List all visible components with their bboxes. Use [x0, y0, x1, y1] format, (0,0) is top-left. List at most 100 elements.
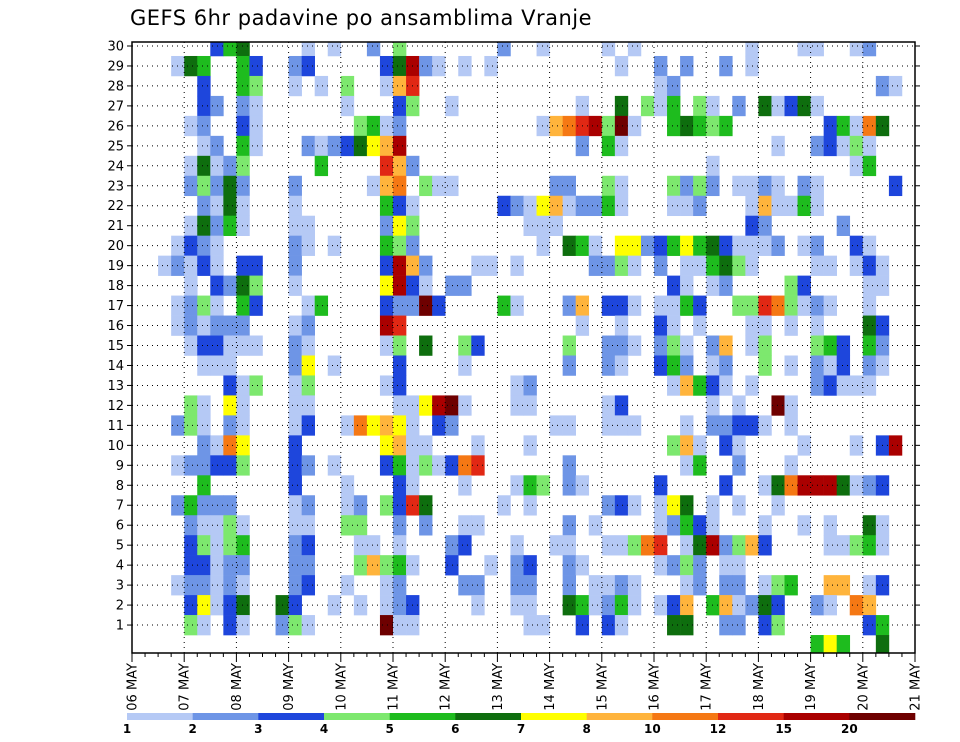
heatmap-cell — [210, 435, 224, 456]
heatmap-cell — [667, 355, 681, 376]
heatmap-cell — [614, 135, 629, 157]
heatmap-cell — [197, 355, 211, 376]
heatmap-cell — [810, 635, 824, 654]
heatmap-cell — [849, 435, 864, 456]
heatmap-cell — [888, 175, 903, 197]
heatmap-cell — [523, 375, 537, 396]
heatmap-cell — [288, 355, 302, 376]
heatmap-cell — [379, 335, 394, 356]
heatmap-cell — [197, 415, 211, 436]
heatmap-cell — [301, 395, 315, 416]
heatmap-cell — [379, 435, 394, 456]
heatmap-cell — [458, 535, 472, 556]
heatmap-cell — [758, 295, 772, 316]
heatmap-cell — [327, 135, 342, 157]
colorbar-swatch — [389, 713, 456, 720]
heatmap-cell — [327, 455, 342, 476]
heatmap-cell — [601, 395, 616, 416]
heatmap-cell — [562, 415, 576, 436]
heatmap-cell — [732, 395, 746, 416]
heatmap-cell — [784, 355, 798, 376]
heatmap-cell — [836, 355, 851, 376]
heatmap-cell — [197, 575, 211, 596]
heatmap-cell — [562, 515, 576, 536]
x-tick-label: 17 MAY — [700, 663, 715, 711]
heatmap-cell — [432, 295, 446, 316]
heatmap-cell — [210, 215, 224, 236]
heatmap-cells — [158, 42, 903, 654]
heatmap-cell — [614, 595, 629, 616]
heatmap-cell — [419, 515, 433, 536]
heatmap-cell — [862, 475, 877, 496]
x-tick-label: 13 MAY — [491, 663, 506, 711]
heatmap-cell — [288, 415, 302, 436]
heatmap-cell — [432, 175, 446, 197]
heatmap-cell — [862, 275, 877, 296]
heatmap-cell — [823, 295, 837, 316]
heatmap-cell — [680, 515, 694, 536]
heatmap-cell — [627, 335, 642, 356]
heatmap-cell — [197, 595, 211, 616]
heatmap-cell — [288, 335, 302, 356]
heatmap-cell — [536, 235, 550, 256]
colorbar-swatch — [192, 713, 259, 720]
heatmap-cell — [393, 295, 407, 316]
heatmap-cell — [667, 515, 681, 536]
heatmap-cell — [366, 115, 381, 137]
heatmap-cell — [693, 195, 707, 217]
colorbar-swatch — [849, 713, 916, 720]
heatmap-cell — [719, 595, 733, 616]
heatmap-cell — [236, 95, 250, 117]
heatmap-cell — [236, 155, 250, 177]
heatmap-cell — [458, 55, 472, 77]
heatmap-cell — [627, 495, 642, 516]
colorbar-swatch — [324, 713, 390, 720]
heatmap-cell — [614, 55, 629, 77]
heatmap-cell — [236, 255, 250, 276]
colorbar-label: 7 — [517, 722, 525, 736]
heatmap-cell — [353, 115, 368, 137]
heatmap-cell — [849, 255, 864, 276]
heatmap-cell — [197, 255, 211, 276]
heatmap-cell — [301, 535, 315, 556]
heatmap-cell — [614, 415, 629, 436]
heatmap-cell — [393, 175, 407, 197]
heatmap-cell — [797, 95, 811, 117]
heatmap-cell — [784, 275, 798, 296]
heatmap-cell — [654, 515, 668, 536]
heatmap-cell — [379, 235, 394, 256]
heatmap-cell — [197, 615, 211, 636]
heatmap-cell — [366, 42, 381, 57]
heatmap-cell — [797, 42, 811, 57]
heatmap-cell — [393, 355, 407, 376]
heatmap-cell — [288, 535, 302, 556]
heatmap-cell — [236, 375, 250, 396]
y-tick-label: 5 — [116, 539, 124, 554]
heatmap-cell — [732, 95, 746, 117]
heatmap-cell — [601, 355, 616, 376]
heatmap-cell — [366, 175, 381, 197]
y-tick-label: 23 — [107, 179, 124, 194]
heatmap-cell — [745, 42, 759, 57]
heatmap-cell — [693, 255, 707, 276]
heatmap-cell — [758, 475, 772, 496]
heatmap-cell — [693, 295, 707, 316]
heatmap-cell — [288, 595, 302, 616]
colorbar-label: 6 — [451, 722, 459, 736]
heatmap-cell — [680, 575, 694, 596]
heatmap-cell — [419, 395, 433, 416]
heatmap-cell — [693, 375, 707, 396]
heatmap-cell — [353, 555, 368, 576]
heatmap-cell — [732, 435, 746, 456]
heatmap-cell — [836, 635, 851, 654]
heatmap-cell — [419, 255, 433, 276]
heatmap-cell — [719, 275, 733, 296]
heatmap-cell — [862, 235, 877, 256]
y-tick-label: 9 — [116, 459, 124, 474]
x-tick-label: 09 MAY — [282, 663, 297, 711]
heatmap-cell — [601, 42, 616, 57]
heatmap-cell — [393, 335, 407, 356]
chart-title: GEFS 6hr padavine po ansamblima Vranje — [130, 6, 593, 30]
x-axis: 06 MAY 07 MAY 08 MAY 09 MAY 10 MAY 11 MAY 12 M… — [126, 653, 924, 711]
heatmap-cell — [862, 255, 877, 276]
